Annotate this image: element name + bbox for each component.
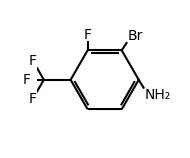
Text: F: F xyxy=(22,73,30,87)
Text: F: F xyxy=(29,92,37,106)
Text: Br: Br xyxy=(127,28,142,43)
Text: F: F xyxy=(29,54,37,68)
Text: F: F xyxy=(84,28,92,42)
Text: NH₂: NH₂ xyxy=(144,88,170,102)
